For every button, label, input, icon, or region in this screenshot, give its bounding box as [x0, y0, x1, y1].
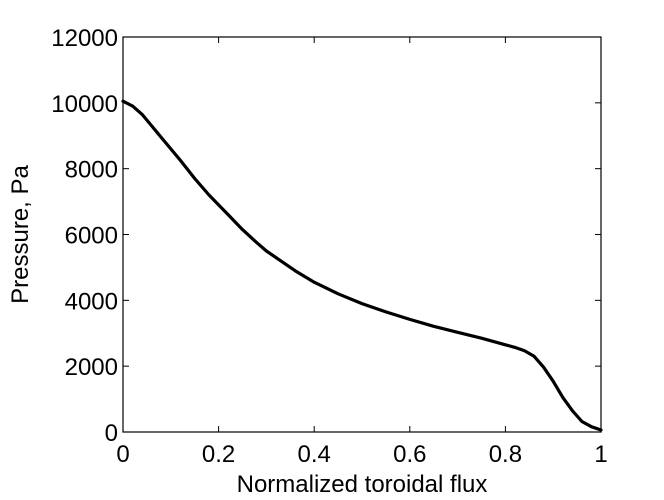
- x-tick-label: 0.6: [393, 441, 426, 468]
- y-tick-label: 6000: [65, 223, 118, 250]
- y-tick-label: 0: [105, 420, 118, 447]
- pressure-profile-line: [121, 99, 603, 432]
- x-axis-label: Normalized toroidal flux: [237, 471, 488, 498]
- x-tick-label: 0: [116, 441, 129, 468]
- x-tick-label: 0.8: [489, 441, 522, 468]
- y-tick-label: 4000: [65, 288, 118, 315]
- y-tick-label: 2000: [65, 354, 118, 381]
- y-tick-label: 10000: [51, 91, 118, 118]
- x-tick-label: 0.2: [202, 441, 235, 468]
- x-tick-label: 1: [594, 441, 607, 468]
- plot-frame: [122, 36, 602, 433]
- y-tick-label: 8000: [65, 157, 118, 184]
- x-tick-label: 0.4: [298, 441, 331, 468]
- y-axis-label: Pressure, Pa: [7, 164, 34, 303]
- y-tick-label: 12000: [51, 25, 118, 52]
- plot-area: 0 0.2 0.4 0.6 0.8 1 0 2000 4000 6000 8000 10000 1200…: [51, 25, 607, 468]
